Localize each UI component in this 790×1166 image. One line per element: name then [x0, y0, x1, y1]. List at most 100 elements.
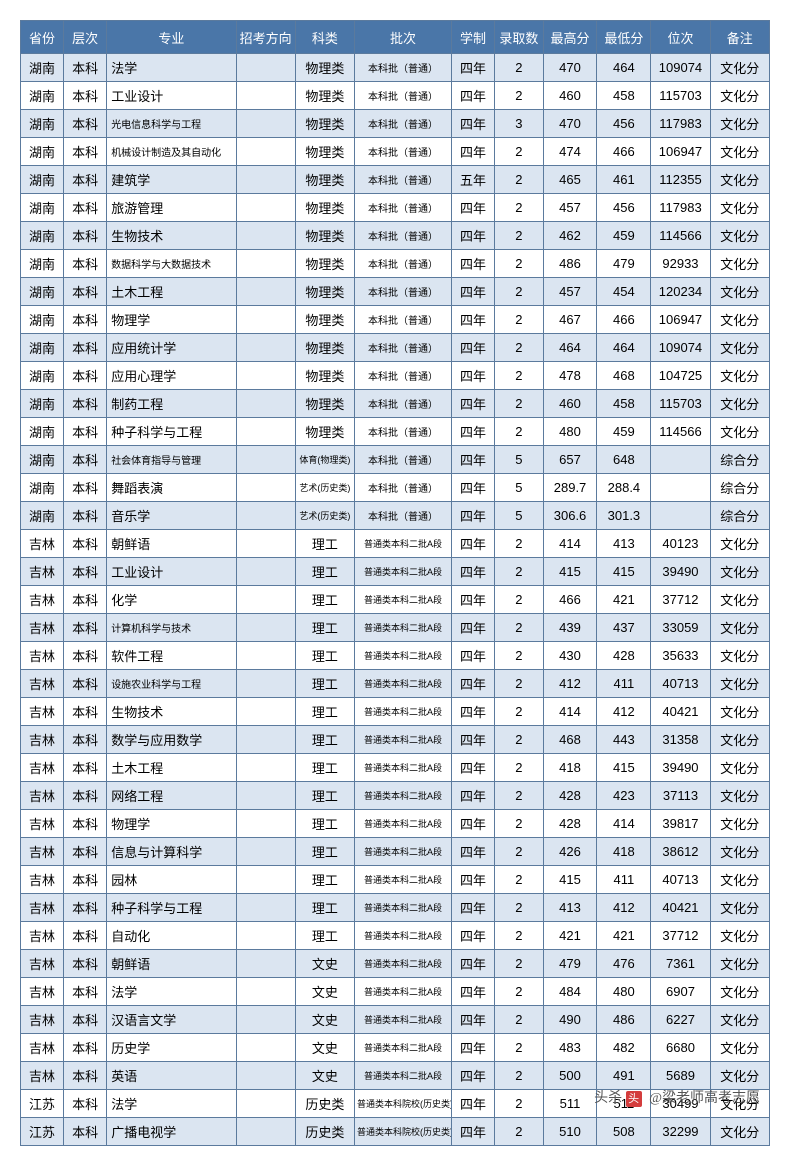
cell: 2 — [495, 1006, 543, 1034]
cell: 500 — [543, 1062, 597, 1090]
table-row: 湖南本科机械设计制造及其自动化物理类本科批（普通）四年2474466106947… — [21, 138, 770, 166]
cell: 文史 — [295, 978, 354, 1006]
table-row: 吉林本科汉语言文学文史普通类本科二批A段四年24904866227文化分 — [21, 1006, 770, 1034]
cell: 普通类本科二批A段 — [355, 894, 452, 922]
cell: 414 — [597, 810, 651, 838]
cell: 2 — [495, 894, 543, 922]
cell: 湖南 — [21, 54, 64, 82]
cell: 648 — [597, 446, 651, 474]
cell: 本科 — [64, 698, 107, 726]
cell: 490 — [543, 1006, 597, 1034]
cell: 486 — [543, 250, 597, 278]
cell: 四年 — [452, 502, 495, 530]
cell: 本科批（普通） — [355, 306, 452, 334]
cell: 四年 — [452, 194, 495, 222]
cell: 生物技术 — [107, 222, 236, 250]
cell: 104725 — [651, 362, 710, 390]
cell: 本科 — [64, 1090, 107, 1118]
cell: 湖南 — [21, 334, 64, 362]
cell: 412 — [543, 670, 597, 698]
cell: 289.7 — [543, 474, 597, 502]
cell: 478 — [543, 362, 597, 390]
cell: 415 — [597, 558, 651, 586]
cell: 四年 — [452, 222, 495, 250]
cell: 文化分 — [710, 82, 769, 110]
cell: 2 — [495, 250, 543, 278]
cell — [236, 1006, 295, 1034]
table-row: 湖南本科社会体育指导与管理体育(物理类)本科批（普通）四年5657648综合分 — [21, 446, 770, 474]
cell: 四年 — [452, 922, 495, 950]
cell: 理工 — [295, 922, 354, 950]
cell: 文化分 — [710, 894, 769, 922]
table-row: 湖南本科舞蹈表演艺术(历史类)本科批（普通）四年5289.7288.4综合分 — [21, 474, 770, 502]
cell: 35633 — [651, 642, 710, 670]
cell: 种子科学与工程 — [107, 894, 236, 922]
cell: 四年 — [452, 726, 495, 754]
cell: 广播电视学 — [107, 1118, 236, 1146]
cell: 本科批（普通） — [355, 390, 452, 418]
cell: 四年 — [452, 782, 495, 810]
cell: 理工 — [295, 670, 354, 698]
cell: 普通类本科二批A段 — [355, 754, 452, 782]
cell: 33059 — [651, 614, 710, 642]
cell: 文化分 — [710, 530, 769, 558]
cell: 40421 — [651, 894, 710, 922]
cell: 40123 — [651, 530, 710, 558]
cell: 吉林 — [21, 586, 64, 614]
cell: 114566 — [651, 418, 710, 446]
cell: 本科批（普通） — [355, 82, 452, 110]
cell — [236, 138, 295, 166]
cell: 466 — [597, 138, 651, 166]
cell: 306.6 — [543, 502, 597, 530]
cell: 物理类 — [295, 54, 354, 82]
cell: 物理类 — [295, 82, 354, 110]
cell — [236, 950, 295, 978]
cell: 普通类本科二批A段 — [355, 642, 452, 670]
cell: 本科 — [64, 1034, 107, 1062]
cell: 本科 — [64, 138, 107, 166]
cell: 106947 — [651, 138, 710, 166]
cell: 英语 — [107, 1062, 236, 1090]
cell: 文化分 — [710, 838, 769, 866]
cell: 428 — [597, 642, 651, 670]
cell: 40713 — [651, 670, 710, 698]
cell: 本科 — [64, 306, 107, 334]
cell: 四年 — [452, 950, 495, 978]
cell: 文化分 — [710, 222, 769, 250]
table-row: 吉林本科朝鲜语理工普通类本科二批A段四年241441340123文化分 — [21, 530, 770, 558]
cell: 舞蹈表演 — [107, 474, 236, 502]
cell: 普通类本科二批A段 — [355, 1034, 452, 1062]
cell: 法学 — [107, 1090, 236, 1118]
cell — [651, 474, 710, 502]
cell: 470 — [543, 110, 597, 138]
cell — [236, 978, 295, 1006]
table-row: 吉林本科化学理工普通类本科二批A段四年246642137712文化分 — [21, 586, 770, 614]
cell: 657 — [543, 446, 597, 474]
cell: 普通类本科二批A段 — [355, 978, 452, 1006]
cell: 物理类 — [295, 110, 354, 138]
cell: 文化分 — [710, 54, 769, 82]
cell: 四年 — [452, 306, 495, 334]
cell: 吉林 — [21, 1034, 64, 1062]
cell: 理工 — [295, 642, 354, 670]
cell: 普通类本科二批A段 — [355, 950, 452, 978]
cell: 法学 — [107, 54, 236, 82]
cell: 本科 — [64, 838, 107, 866]
table-row: 吉林本科物理学理工普通类本科二批A段四年242841439817文化分 — [21, 810, 770, 838]
cell: 吉林 — [21, 670, 64, 698]
cell — [236, 726, 295, 754]
table-row: 吉林本科种子科学与工程理工普通类本科二批A段四年241341240421文化分 — [21, 894, 770, 922]
cell: 江苏 — [21, 1118, 64, 1146]
cell: 吉林 — [21, 642, 64, 670]
cell: 461 — [597, 166, 651, 194]
cell: 120234 — [651, 278, 710, 306]
cell: 本科 — [64, 362, 107, 390]
cell: 文化分 — [710, 390, 769, 418]
cell: 38612 — [651, 838, 710, 866]
cell: 31358 — [651, 726, 710, 754]
cell — [236, 866, 295, 894]
table-row: 湖南本科物理学物理类本科批（普通）四年2467466106947文化分 — [21, 306, 770, 334]
cell: 5 — [495, 474, 543, 502]
cell: 理工 — [295, 782, 354, 810]
cell: 种子科学与工程 — [107, 418, 236, 446]
